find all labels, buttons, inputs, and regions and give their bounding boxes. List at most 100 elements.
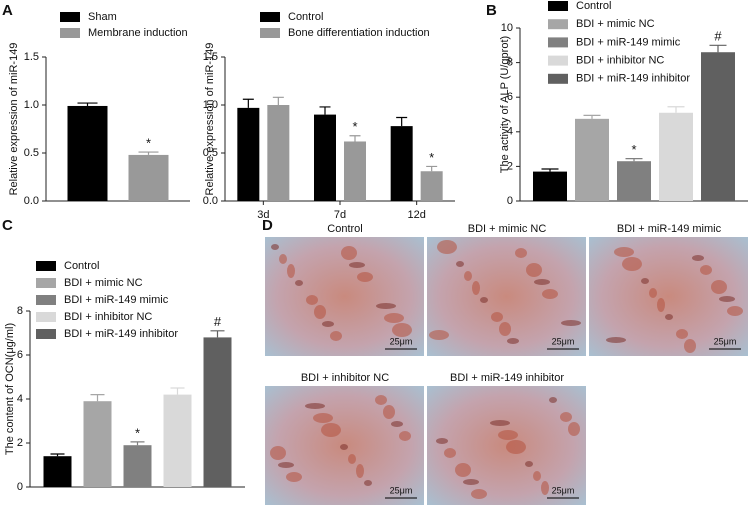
legend-label: BDI + inhibitor NC [576, 55, 664, 67]
y-tick-label: 0.0 [203, 195, 218, 207]
stain-blob [606, 337, 626, 343]
y-tick-label: 4 [17, 393, 23, 405]
error-bar [130, 441, 145, 446]
legend-label: BDI + miR-149 mimic [64, 294, 169, 306]
x-tick-label: 7d [334, 209, 346, 221]
bar [237, 107, 260, 201]
annotation: * [631, 142, 636, 157]
micrograph [427, 237, 586, 356]
micrograph-title: Control [327, 223, 362, 235]
annotation: * [146, 135, 151, 150]
stain-blob [526, 263, 542, 277]
stain-blob [313, 413, 333, 423]
stain-blob [376, 303, 396, 309]
error-bar [319, 106, 331, 115]
stain-blob [472, 281, 480, 295]
stain-blob [278, 462, 294, 468]
stain-blob [700, 265, 712, 275]
stain-blob [383, 405, 395, 419]
stain-blob [375, 395, 387, 405]
scale-label: 25μm [552, 336, 575, 346]
stain-blob [314, 305, 326, 319]
stain-blob [692, 255, 704, 261]
stain-blob [727, 306, 743, 316]
legend-swatch [548, 73, 568, 84]
stain-blob [456, 261, 464, 267]
y-tick-label: 2 [17, 437, 23, 449]
error-bar [50, 453, 65, 457]
panel-label: A [2, 2, 13, 19]
legend-label: BDI + mimic NC [64, 277, 143, 289]
error-bar [667, 106, 685, 113]
stain-blob [622, 257, 642, 271]
legend-swatch [60, 28, 80, 38]
bar [203, 337, 232, 487]
panel-label: D [262, 217, 273, 234]
stain-blob [471, 489, 487, 499]
error-bar [396, 116, 408, 127]
bar [267, 105, 290, 201]
legend-label: Sham [88, 11, 117, 23]
stain-blob [270, 446, 286, 460]
stain-blob [455, 463, 471, 477]
legend-swatch [548, 55, 568, 66]
stain-blob [515, 248, 527, 258]
micrograph-title: BDI + miR-149 mimic [617, 223, 722, 235]
stain-blob [464, 271, 472, 281]
micrograph-title: BDI + mimic NC [468, 223, 547, 235]
error-bar [349, 135, 361, 142]
stain-blob [491, 312, 503, 322]
bar [314, 114, 336, 201]
error-bar [426, 165, 438, 172]
legend-swatch [36, 329, 56, 339]
stain-blob [322, 321, 334, 327]
annotation: * [429, 150, 434, 165]
legend-label: Membrane induction [88, 27, 188, 39]
stain-blob [295, 280, 303, 286]
stain-blob [349, 262, 365, 268]
stain-blob [330, 331, 342, 341]
legend-swatch [260, 28, 280, 38]
legend-label: BDI + mimic NC [576, 18, 655, 30]
stain-blob [391, 421, 403, 427]
stain-blob [499, 322, 511, 336]
y-tick-label: 2 [507, 160, 513, 172]
stain-blob [321, 423, 341, 437]
error-bar [242, 98, 254, 108]
legend-label: Control [64, 260, 99, 272]
stain-blob [286, 472, 302, 482]
legend-label: Control [576, 0, 611, 12]
stain-blob [305, 403, 325, 409]
error-bar [583, 114, 601, 119]
annotation: * [135, 425, 140, 440]
legend-swatch [548, 1, 568, 11]
stain-blob [665, 314, 673, 320]
stain-blob [498, 430, 518, 440]
error-bar [90, 394, 105, 402]
stain-blob [436, 438, 448, 444]
legend-swatch [36, 312, 56, 322]
legend-label: BDI + miR-149 inhibitor [576, 73, 690, 85]
stain-blob [657, 298, 665, 312]
legend-label: Control [288, 11, 323, 23]
scale-label: 25μm [714, 336, 737, 346]
y-tick-label: 8 [507, 57, 513, 69]
stain-blob [549, 397, 557, 403]
y-tick-label: 4 [507, 126, 513, 138]
stain-blob [429, 330, 449, 340]
y-axis-label: Relative expression of miR-149 [8, 43, 20, 196]
legend-swatch [260, 12, 280, 22]
error-bar [170, 387, 185, 395]
y-axis-label: The activity of ALP (U/gprot) [499, 36, 511, 173]
panel-label: C [2, 217, 13, 234]
error-bar [210, 330, 225, 338]
bar [575, 118, 609, 201]
stain-blob [641, 278, 649, 284]
stain-blob [271, 244, 279, 250]
annotation: # [714, 29, 722, 44]
error-bar [138, 151, 159, 155]
bar [420, 171, 443, 201]
y-tick-label: 0 [17, 481, 23, 493]
stain-blob [364, 480, 372, 486]
